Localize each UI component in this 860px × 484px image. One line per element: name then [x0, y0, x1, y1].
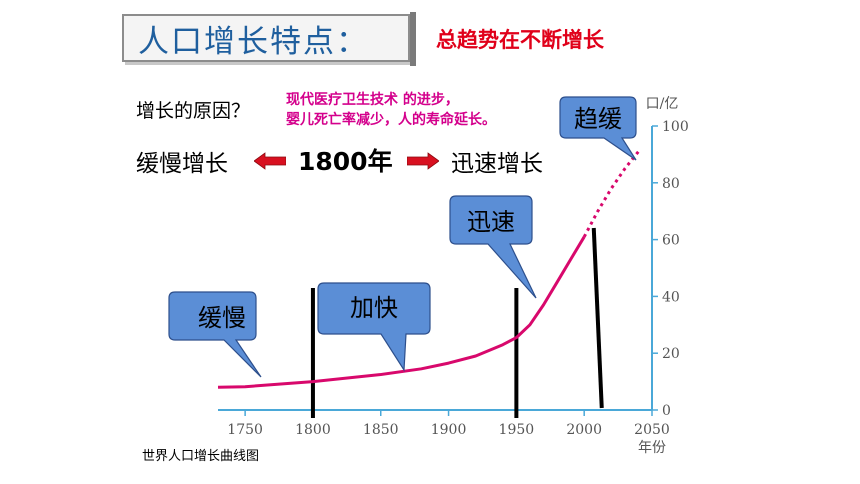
chart-axes: 1750 1800 1850 1900 1950 2000 2050 年份 0 20 40 60 80 1…: [218, 96, 689, 456]
y-tick-label: 0: [662, 403, 671, 419]
x-tick-label: 1950: [499, 422, 535, 438]
reason-question: 增长的原因？: [136, 100, 251, 122]
slide-title-box: 人口增长特点：: [122, 12, 416, 66]
turning-year-label: 1800年: [298, 147, 393, 176]
chart-series: [217, 150, 640, 389]
title-box-accent: [410, 12, 416, 66]
x-tick-label: 1850: [363, 422, 399, 438]
reason-answer-line1: 现代医疗卫生技术 的进步，: [286, 92, 459, 108]
period-marker-line: [591, 227, 604, 409]
bubble-rapid-text: 迅速: [467, 208, 515, 236]
reason-answer: 现代医疗卫生技术 的进步， 婴儿死亡率减少，人的寿命延长。: [286, 90, 496, 130]
slow-growth-label: 缓慢增长: [136, 151, 228, 177]
chart-caption: 世界人口增长曲线图: [142, 449, 260, 464]
y-tick-label: 80: [662, 176, 680, 192]
left-arrow-icon: [254, 152, 286, 170]
y-axis-label: 口/亿: [646, 96, 679, 112]
reason-answer-line2: 婴儿死亡率减少，人的寿命延长。: [286, 112, 496, 128]
y-tick-label: 100: [662, 119, 689, 135]
bubble-faster: 加快: [317, 282, 431, 372]
population-line: [217, 236, 586, 389]
y-tick-label: 20: [662, 346, 680, 362]
x-tick-label: 1750: [227, 422, 263, 438]
bubble-rapid: 迅速: [449, 195, 537, 299]
bubble-slow-text: 缓慢: [198, 304, 246, 332]
x-tick-label: 2000: [566, 422, 602, 438]
y-tick-label: 60: [662, 233, 680, 249]
x-axis-label: 年份: [638, 440, 666, 456]
trend-text: 总趋势在不断增长: [436, 28, 604, 52]
fast-growth-label: 迅速增长: [451, 151, 543, 177]
x-tick-label: 2050: [634, 422, 670, 438]
slide-title: 人口增长特点：: [138, 23, 369, 60]
projected-population-line: [582, 150, 640, 238]
bubble-slowing-text: 趋缓: [574, 105, 622, 133]
x-tick-label: 1900: [431, 422, 467, 438]
bubble-slow: 缓慢: [168, 291, 262, 378]
y-tick-label: 40: [662, 289, 680, 305]
bubble-faster-text: 加快: [350, 294, 398, 322]
right-arrow-icon: [407, 152, 439, 170]
bubble-slowing: 趋缓: [559, 96, 637, 161]
period-markers: [310, 227, 604, 418]
x-tick-label: 1800: [295, 422, 331, 438]
